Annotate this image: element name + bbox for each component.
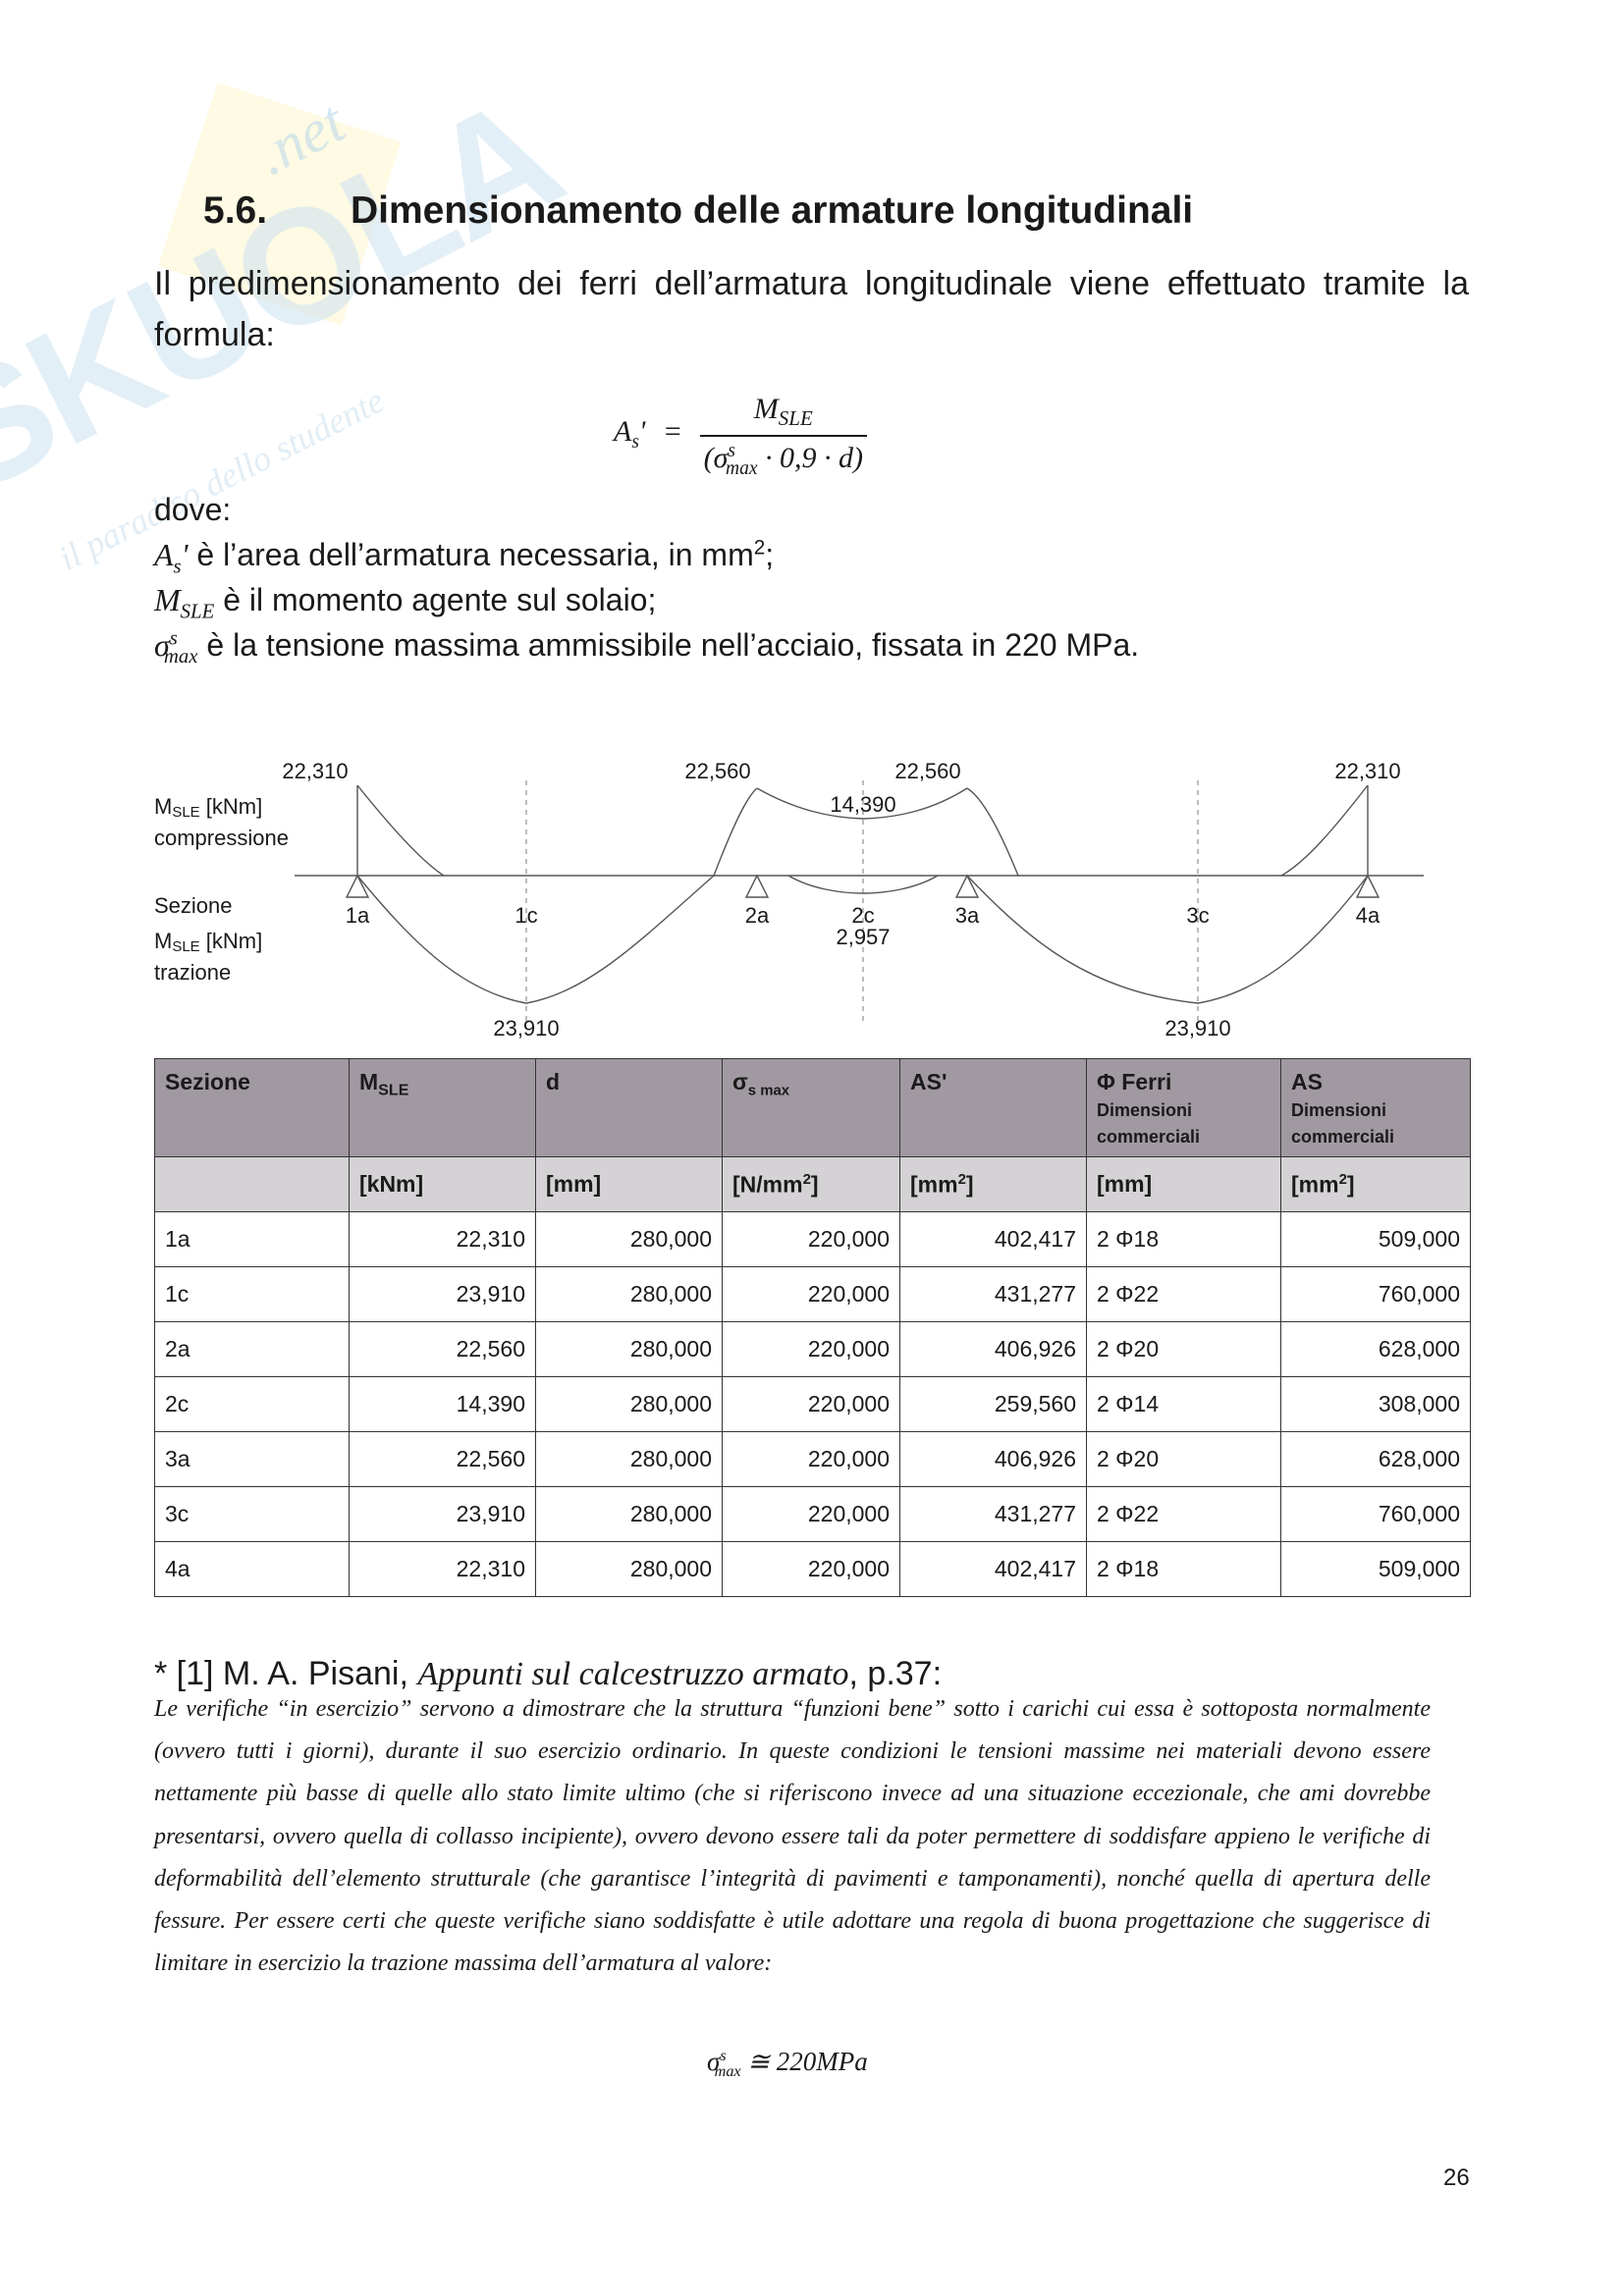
svg-text:MSLE [kNm]: MSLE [kNm]	[154, 929, 262, 955]
svg-text:3c: 3c	[1186, 903, 1209, 928]
svg-text:23,910: 23,910	[1164, 1016, 1230, 1041]
svg-text:22,560: 22,560	[894, 759, 960, 783]
svg-text:14,390: 14,390	[830, 792, 895, 817]
svg-text:2a: 2a	[745, 903, 770, 928]
svg-text:22,310: 22,310	[1334, 759, 1400, 783]
svg-text:1a: 1a	[346, 903, 370, 928]
svg-text:2c: 2c	[851, 903, 874, 928]
svg-text:3a: 3a	[955, 903, 980, 928]
svg-text:MSLE [kNm]: MSLE [kNm]	[154, 794, 262, 821]
svg-text:1c: 1c	[514, 903, 537, 928]
svg-text:4a: 4a	[1356, 903, 1380, 928]
svg-text:compressione: compressione	[154, 826, 289, 850]
svg-text:22,560: 22,560	[684, 759, 750, 783]
svg-text:Sezione: Sezione	[154, 893, 233, 918]
svg-text:22,310: 22,310	[282, 759, 348, 783]
svg-text:23,910: 23,910	[493, 1016, 559, 1041]
svg-text:2,957: 2,957	[836, 925, 890, 949]
svg-text:trazione: trazione	[154, 960, 231, 985]
